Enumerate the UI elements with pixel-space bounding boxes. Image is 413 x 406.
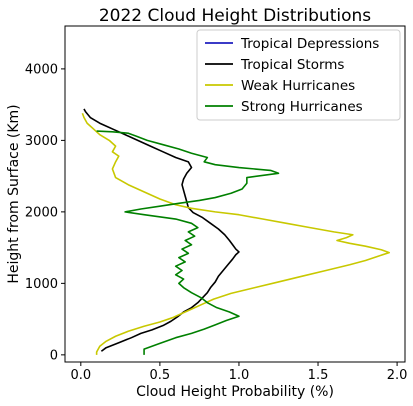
x-tick-label: 1.0 xyxy=(229,368,250,383)
legend: Tropical Depressions Tropical Storms Weak … xyxy=(197,30,400,120)
x-axis-label: Cloud Height Probability (%) xyxy=(136,384,334,400)
y-tick-label: 2000 xyxy=(25,205,58,220)
legend-label: Strong Hurricanes xyxy=(241,99,363,115)
x-tick-label: 0.5 xyxy=(150,368,171,383)
y-tick-label: 0 xyxy=(50,348,58,363)
y-axis-ticks: 0 1000 2000 3000 4000 xyxy=(25,62,65,363)
chart-title: 2022 Cloud Height Distributions xyxy=(99,6,371,26)
y-tick-label: 1000 xyxy=(25,277,58,292)
y-axis-label: Height from Surface (Km) xyxy=(6,104,22,283)
x-tick-label: 2.0 xyxy=(387,368,408,383)
series-line-3 xyxy=(97,131,279,355)
series-layer xyxy=(82,109,389,355)
legend-label: Weak Hurricanes xyxy=(241,78,355,94)
series-line-1 xyxy=(84,109,239,351)
x-tick-label: 1.5 xyxy=(308,368,329,383)
legend-label: Tropical Depressions xyxy=(240,36,379,52)
legend-label: Tropical Storms xyxy=(240,57,344,73)
y-tick-label: 3000 xyxy=(25,134,58,149)
series-line-2 xyxy=(82,113,389,355)
x-tick-label: 0.0 xyxy=(70,368,91,383)
x-axis-ticks: 0.0 0.5 1.0 1.5 2.0 xyxy=(70,362,407,383)
y-tick-label: 4000 xyxy=(25,62,58,77)
